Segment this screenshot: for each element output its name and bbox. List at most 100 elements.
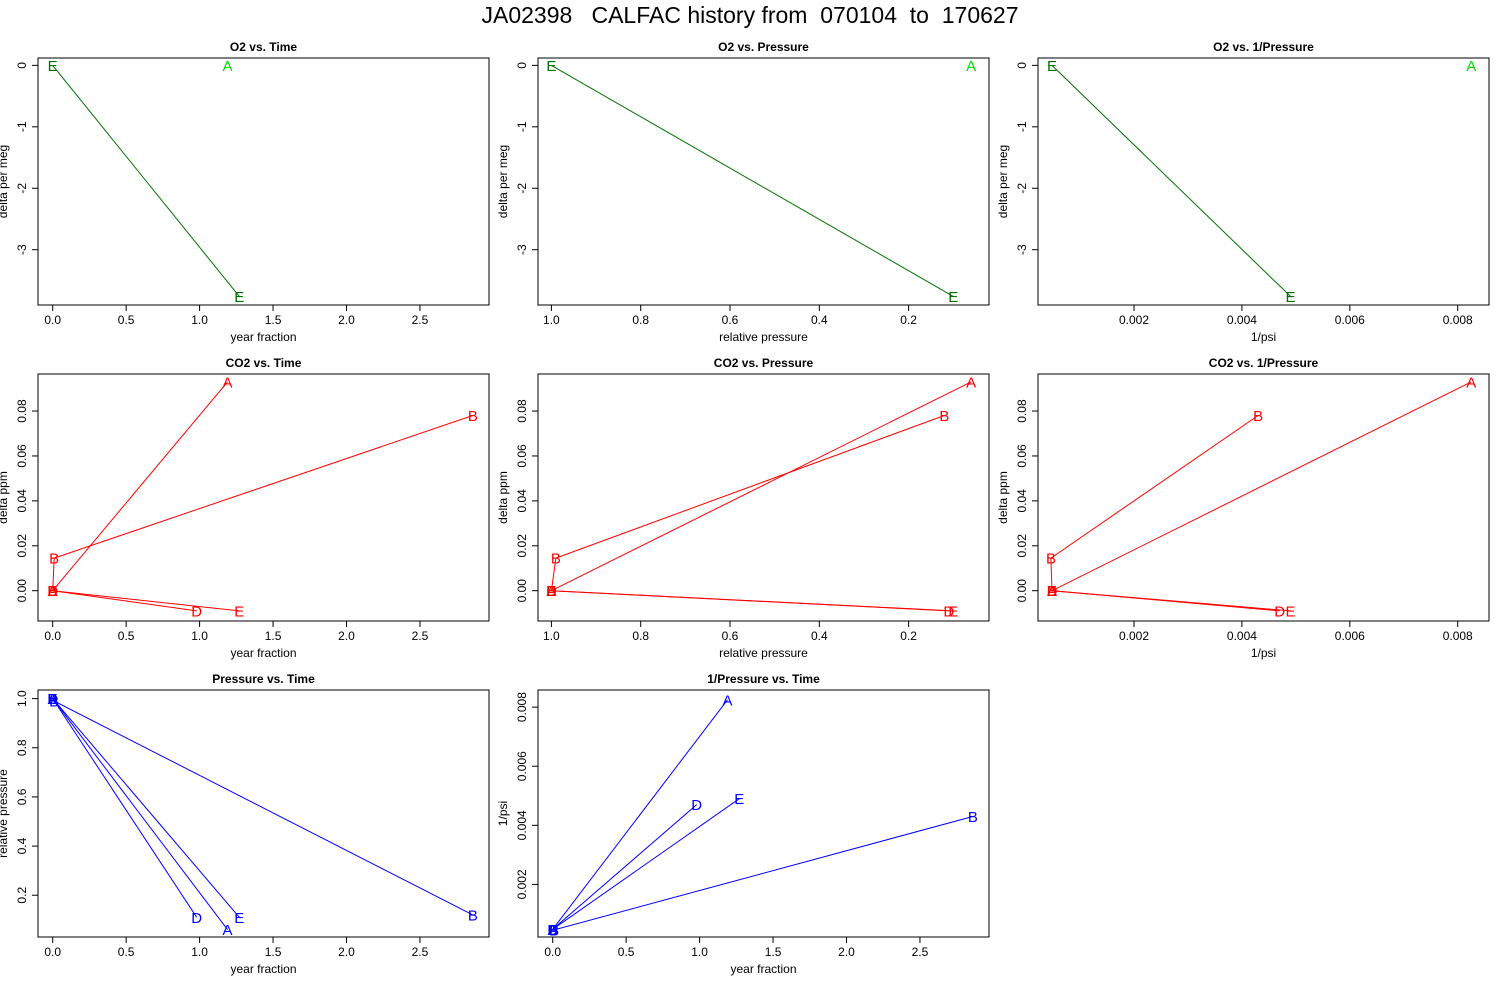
panel-6-y-tick-label: 0.00 xyxy=(1015,579,1029,603)
panel-5-y-tick-label: 0.02 xyxy=(515,534,529,558)
panel-3-x-axis-label: 1/psi xyxy=(1251,330,1276,344)
panel-3-y-axis-label: delta per meg xyxy=(996,145,1010,218)
panel-8-series-e-point: E xyxy=(734,791,744,808)
panel-2-plot-frame xyxy=(537,57,990,306)
panel-7-x-tick-label: 1.0 xyxy=(191,945,208,959)
panel-7-y-tick-label: 0.4 xyxy=(15,837,29,854)
panel-7-series-a-point: A xyxy=(223,922,233,939)
panel-7-y-tick-label: 0.8 xyxy=(15,739,29,756)
panel-8-y-axis-label: 1/psi xyxy=(496,801,510,826)
panel-4-series-b-line xyxy=(52,415,473,591)
panel-8-y-tick-label: 0.006 xyxy=(515,751,529,781)
panel-2-y-tick-label: -1 xyxy=(515,121,529,132)
panel-3-y-tick-label: 0 xyxy=(1015,62,1029,69)
panel-4-series-d-line xyxy=(52,590,197,612)
panel-6-series-d-point: D xyxy=(1274,603,1285,620)
panel-6-x-tick-label: 0.002 xyxy=(1119,629,1149,643)
panel-4-series-d-point: D xyxy=(47,583,58,600)
panel-4-series-a-point: A xyxy=(48,583,58,600)
panel-7-series-e-point: E xyxy=(48,691,58,708)
panel-6-x-axis-label: 1/psi xyxy=(1251,646,1276,660)
page-title: JA02398 CALFAC history from 070104 to 17… xyxy=(481,2,1019,28)
panel-8-series-b-point: B xyxy=(548,922,558,939)
panel-5-series-b-point: B xyxy=(546,583,556,600)
panel-4-series-b-point: B xyxy=(468,408,478,425)
panel-5-x-tick-label: 1.0 xyxy=(543,629,560,643)
panel-8-y-tick-label: 0.004 xyxy=(515,810,529,840)
panel-2-series-e-line xyxy=(551,64,954,297)
panel-5-plot-frame xyxy=(537,373,990,622)
panel-7-series-e-line xyxy=(52,698,240,918)
panel-1-y-tick-label: -1 xyxy=(15,121,29,132)
panel-7-series-a-line xyxy=(52,698,228,930)
panel-5-x-tick-label: 0.6 xyxy=(722,629,739,643)
panel-7-series-b-point: B xyxy=(49,694,59,711)
panel-6-x-tick-label: 0.006 xyxy=(1335,629,1365,643)
panel-4-y-tick-label: 0.02 xyxy=(15,534,29,558)
panel-5-y-axis-label: delta ppm xyxy=(496,471,510,524)
panel-2-x-tick-label: 1.0 xyxy=(543,313,560,327)
panel-8-x-tick-label: 0.0 xyxy=(544,945,561,959)
panel-4-series-e-point: E xyxy=(234,603,244,620)
panel-4-title: CO2 vs. Time xyxy=(226,356,302,370)
panel-3-x-tick-label: 0.002 xyxy=(1119,313,1149,327)
panel-8-series-e-point: E xyxy=(548,922,558,939)
panel-3-title: O2 vs. 1/Pressure xyxy=(1213,40,1314,54)
panel-1-x-tick-label: 0.0 xyxy=(44,313,61,327)
panel-7-series-b-point: B xyxy=(468,907,478,924)
panel-3-y-tick-label: -1 xyxy=(1015,121,1029,132)
panel-5-series-e-point: E xyxy=(546,583,556,600)
panel-4-x-tick-label: 1.0 xyxy=(191,629,208,643)
panel-5-series-b-line xyxy=(550,415,945,591)
panel-7-x-tick-label: 0.5 xyxy=(118,945,135,959)
panel-4-series-e-line xyxy=(52,590,240,612)
panel-8-x-tick-label: 0.5 xyxy=(618,945,635,959)
panel-4-series-b-point: B xyxy=(49,551,59,568)
panel-1-x-tick-label: 2.0 xyxy=(338,313,355,327)
panel-6-series-b-point: B xyxy=(1253,408,1263,425)
panel-6-y-axis-label: delta ppm xyxy=(996,471,1010,524)
panel-5-x-axis-label: relative pressure xyxy=(719,646,808,660)
panel-2-y-tick-label: -3 xyxy=(515,244,529,255)
panel-5-title: CO2 vs. Pressure xyxy=(714,356,814,370)
panel-2-y-tick-label: 0 xyxy=(515,62,529,69)
panel-8-x-tick-label: 1.5 xyxy=(765,945,782,959)
panel-7-x-tick-label: 1.5 xyxy=(265,945,282,959)
panel-7-series-d-line xyxy=(52,698,198,918)
panel-5-series-e-line xyxy=(551,590,954,612)
panel-1-title: O2 vs. Time xyxy=(230,40,297,54)
panel-8-y-tick-label: 0.002 xyxy=(515,869,529,899)
panel-1-y-tick-label: -2 xyxy=(15,183,29,194)
panel-8-series-b-point: B xyxy=(549,922,559,939)
panel-4-y-tick-label: 0.08 xyxy=(15,399,29,423)
panel-5-series-a-line xyxy=(551,381,972,592)
panel-3-series-e-line xyxy=(1051,65,1291,297)
panel-2-title: O2 vs. Pressure xyxy=(718,40,809,54)
panel-2-y-axis-label: delta per meg xyxy=(496,145,510,218)
panel-5-series-d-point: D xyxy=(943,603,954,620)
panel-4-y-axis-label: delta ppm xyxy=(0,471,10,524)
panel-8-x-tick-label: 1.0 xyxy=(691,945,708,959)
panel-4-x-tick-label: 0.5 xyxy=(118,629,135,643)
panel-4-y-tick-label: 0.04 xyxy=(15,489,29,513)
panel-1-series-e-point: E xyxy=(48,58,58,75)
panel-3-series-e-point: E xyxy=(1047,58,1057,75)
panel-5-y-tick-label: 0.08 xyxy=(515,399,529,423)
panel-6-y-tick-label: 0.06 xyxy=(1015,444,1029,468)
panel-5-series-a-point: A xyxy=(966,374,976,391)
panel-2-x-tick-label: 0.6 xyxy=(722,313,739,327)
panel-7-x-tick-label: 2.0 xyxy=(338,945,355,959)
panel-6-x-tick-label: 0.008 xyxy=(1443,629,1473,643)
panel-7-x-tick-label: 2.5 xyxy=(412,945,429,959)
panel-5-y-tick-label: 0.04 xyxy=(515,489,529,513)
panel-4-series-b-point: B xyxy=(48,583,58,600)
panel-1-y-axis-label: delta per meg xyxy=(0,145,10,218)
panel-2-series-e-point: E xyxy=(546,58,556,75)
panel-5-y-tick-label: 0.06 xyxy=(515,444,529,468)
panel-2-series-e-point: E xyxy=(948,289,958,306)
panel-7-series-b-line xyxy=(52,698,474,916)
panel-6-title: CO2 vs. 1/Pressure xyxy=(1209,356,1319,370)
panel-2-x-axis-label: relative pressure xyxy=(719,330,808,344)
panel-8-series-e-line xyxy=(552,798,740,930)
